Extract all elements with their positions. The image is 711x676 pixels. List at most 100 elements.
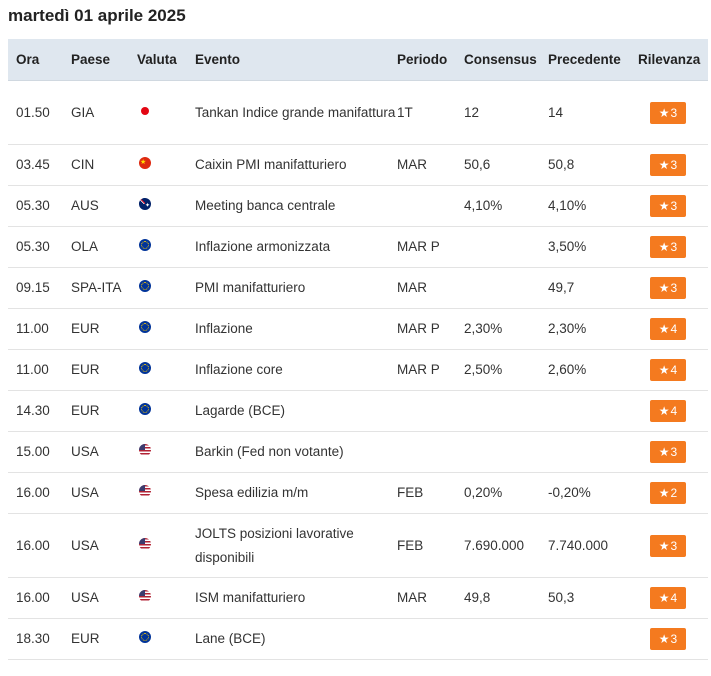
event-name[interactable]: PMI manifatturiero [195, 280, 306, 295]
column-header-valuta[interactable]: Valuta [137, 39, 195, 81]
relevance-badge[interactable]: ★3 [650, 101, 686, 124]
column-header-consensus[interactable]: Consensus [464, 39, 548, 81]
table-row[interactable]: 18.30 EUR Lane (BCE) ★3 [8, 618, 708, 660]
event-name[interactable]: Meeting banca centrale [195, 198, 336, 213]
column-header-precedente[interactable]: Precedente [548, 39, 638, 81]
cell-paese: EUR [71, 618, 137, 660]
eu-flag-icon [139, 239, 151, 251]
relevance-badge[interactable]: ★3 [650, 628, 686, 651]
cell-evento: Inflazione core [195, 349, 397, 391]
cell-periodo [397, 618, 464, 660]
cell-rilevanza: ★3 [638, 226, 708, 268]
star-icon: ★ [658, 591, 670, 606]
cell-rilevanza: ★3 [638, 185, 708, 227]
table-row[interactable]: 01.50 GIA Tankan Indice grande manifattura… [8, 80, 708, 145]
star-icon: ★ [658, 632, 670, 647]
cell-paese: EUR [71, 390, 137, 432]
relevance-value: 3 [670, 105, 678, 120]
cell-precedente: -0,20% [548, 472, 638, 514]
relevance-value: 2 [670, 486, 678, 501]
australia-flag-icon [139, 198, 151, 210]
cell-rilevanza: ★3 [638, 513, 708, 578]
cell-consensus [464, 226, 548, 268]
calendar-table: Ora Paese Valuta Evento Periodo Consensu… [8, 39, 708, 660]
eu-flag-icon [139, 362, 151, 374]
relevance-badge[interactable]: ★3 [650, 277, 686, 300]
cell-valuta [137, 80, 195, 145]
star-icon: ★ [658, 199, 670, 214]
star-icon: ★ [658, 158, 670, 173]
cell-valuta [137, 431, 195, 473]
cell-valuta [137, 185, 195, 227]
relevance-badge[interactable]: ★2 [650, 482, 686, 505]
star-icon: ★ [658, 322, 670, 337]
event-name[interactable]: ISM manifatturiero [195, 590, 306, 605]
column-header-paese[interactable]: Paese [71, 39, 137, 81]
table-row[interactable]: 11.00 EUR Inflazione core MAR P 2,50% 2,60% ★4 [8, 349, 708, 391]
column-header-periodo[interactable]: Periodo [397, 39, 464, 81]
relevance-value: 4 [670, 404, 678, 419]
column-header-evento[interactable]: Evento [195, 39, 397, 81]
cell-consensus [464, 618, 548, 660]
event-name[interactable]: Barkin (Fed non votante) [195, 444, 344, 459]
event-name[interactable]: Lagarde (BCE) [195, 403, 286, 418]
cell-ora: 05.30 [8, 185, 71, 227]
eu-flag-icon [139, 321, 151, 333]
event-name[interactable]: Inflazione core [195, 362, 283, 377]
event-name[interactable]: Lane (BCE) [195, 631, 266, 646]
relevance-badge[interactable]: ★3 [650, 534, 686, 557]
relevance-badge[interactable]: ★4 [650, 359, 686, 382]
event-name[interactable]: JOLTS posizioni lavorative disponibili [195, 525, 354, 565]
event-name[interactable]: Inflazione [195, 321, 253, 336]
cell-periodo: FEB [397, 513, 464, 578]
cell-paese: OLA [71, 226, 137, 268]
cell-precedente: 50,8 [548, 144, 638, 186]
cell-valuta [137, 308, 195, 350]
cell-rilevanza: ★4 [638, 390, 708, 432]
cell-valuta [137, 472, 195, 514]
table-row[interactable]: 16.00 USA Spesa edilizia m/m FEB 0,20% -0,20%… [8, 472, 708, 514]
column-header-ora[interactable]: Ora [8, 39, 71, 81]
relevance-badge[interactable]: ★4 [650, 318, 686, 341]
relevance-badge[interactable]: ★3 [650, 236, 686, 259]
table-row[interactable]: 15.00 USA Barkin (Fed non votante) ★3 [8, 431, 708, 473]
relevance-badge[interactable]: ★4 [650, 587, 686, 610]
cell-ora: 03.45 [8, 144, 71, 186]
event-name[interactable]: Inflazione armonizzata [195, 239, 331, 254]
column-header-rilevanza[interactable]: Rilevanza [638, 39, 708, 81]
event-name[interactable]: Caixin PMI manifatturiero [195, 157, 347, 172]
relevance-badge[interactable]: ★3 [650, 441, 686, 464]
table-row[interactable]: 09.15 SPA-ITA PMI manifatturiero MAR 49,7 ★3 [8, 267, 708, 309]
event-name[interactable]: Tankan Indice grande manifattura [195, 104, 396, 120]
cell-precedente [548, 390, 638, 432]
cell-periodo: MAR P [397, 226, 464, 268]
star-icon: ★ [658, 538, 670, 553]
relevance-badge[interactable]: ★4 [650, 400, 686, 423]
relevance-badge[interactable]: ★3 [650, 195, 686, 218]
table-row[interactable]: 11.00 EUR Inflazione MAR P 2,30% 2,30% ★4 [8, 308, 708, 350]
table-row[interactable]: 14.30 EUR Lagarde (BCE) ★4 [8, 390, 708, 432]
usa-flag-icon [139, 485, 151, 497]
cell-consensus: 50,6 [464, 144, 548, 186]
cell-paese: EUR [71, 308, 137, 350]
eu-flag-icon [139, 403, 151, 415]
table-row[interactable]: 16.00 USA JOLTS posizioni lavorative dispo… [8, 513, 708, 578]
cell-evento: Tankan Indice grande manifattura [195, 80, 397, 145]
cell-evento: JOLTS posizioni lavorative disponibili [195, 513, 397, 578]
cell-precedente: 49,7 [548, 267, 638, 309]
relevance-badge[interactable]: ★3 [650, 154, 686, 177]
cell-precedente: 50,3 [548, 577, 638, 619]
table-row[interactable]: 16.00 USA ISM manifatturiero MAR 49,8 50,3 ★4 [8, 577, 708, 619]
cell-rilevanza: ★2 [638, 472, 708, 514]
event-name[interactable]: Spesa edilizia m/m [195, 485, 309, 500]
star-icon: ★ [658, 363, 670, 378]
table-row[interactable]: 05.30 OLA Inflazione armonizzata MAR P 3,50%… [8, 226, 708, 268]
cell-ora: 05.30 [8, 226, 71, 268]
cell-valuta [137, 513, 195, 578]
cell-paese: USA [71, 513, 137, 578]
eu-flag-icon [139, 631, 151, 643]
cell-rilevanza: ★4 [638, 577, 708, 619]
china-flag-icon [139, 157, 151, 169]
